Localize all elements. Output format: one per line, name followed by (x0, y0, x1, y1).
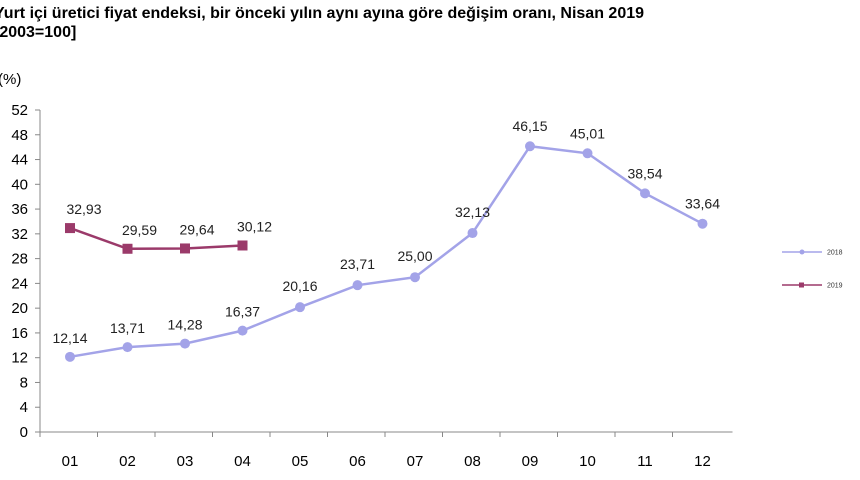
data-label-2018: 32,13 (455, 204, 490, 220)
data-label-2018: 38,54 (627, 165, 662, 181)
y-tick-label: 28 (11, 251, 28, 268)
data-label-2018: 20,16 (282, 278, 317, 294)
data-label-2018: 46,15 (512, 118, 547, 134)
y-tick-label: 40 (11, 176, 28, 193)
legend-marker-2018 (799, 249, 805, 255)
y-tick-label: 8 (20, 374, 28, 391)
x-tick-label: 07 (407, 453, 424, 470)
data-label-2018: 45,01 (570, 125, 605, 141)
data-point-2019 (237, 240, 248, 251)
x-tick-label: 03 (177, 453, 194, 470)
y-tick-label: 32 (11, 226, 28, 243)
x-tick-label: 04 (234, 453, 251, 470)
data-point-2019 (180, 243, 190, 254)
x-tick-label: 02 (119, 453, 136, 470)
y-tick-label: 16 (11, 325, 28, 342)
y-tick-label: 48 (11, 127, 28, 144)
data-point-2018 (180, 338, 190, 349)
data-label-2018: 33,64 (685, 196, 720, 212)
data-label-2019: 32,93 (66, 201, 101, 217)
legend-label-2018: 2018 (827, 250, 843, 257)
data-point-2018 (122, 342, 133, 353)
y-tick-label: 12 (11, 350, 28, 367)
data-label-2018: 13,71 (110, 320, 145, 336)
data-label-2018: 25,00 (397, 248, 432, 264)
x-tick-label: 12 (694, 453, 711, 470)
data-label-2018: 23,71 (340, 256, 375, 272)
y-tick-label: 36 (11, 201, 28, 218)
series-line-2018 (69, 144, 704, 359)
x-tick-label: 08 (464, 453, 481, 470)
data-point-2018 (582, 148, 593, 159)
data-label-2018: 14,28 (167, 317, 202, 333)
series-group: 12,14 13,71 14,28 16,37 20,16 23,71 25,00 32,13… (52, 118, 720, 362)
chart-title-line1: Yurt içi üretici fiyat endeksi, bir önce… (0, 5, 645, 22)
series-line-2019 (69, 226, 243, 251)
y-tick-label: 52 (11, 102, 28, 119)
x-tick-label: 11 (637, 453, 653, 470)
x-tick-label: 01 (62, 453, 79, 470)
data-point-2018 (65, 351, 75, 362)
data-point-2019 (65, 223, 75, 234)
data-point-2018 (525, 141, 535, 152)
y-tick-label: 4 (20, 399, 28, 416)
legend-label-2019: 2019 (827, 283, 843, 290)
x-tick-label: 06 (349, 453, 366, 470)
y-tick-label: 44 (11, 152, 28, 169)
data-label-2018: 12,14 (52, 330, 87, 346)
x-tick-label: 09 (522, 453, 539, 470)
chart-title-line2: (2003=100] (0, 24, 77, 41)
data-label-2018: 16,37 (225, 304, 260, 320)
legend: 2018 2019 (782, 249, 843, 290)
y-tick-label: 20 (11, 300, 28, 317)
data-point-2018 (237, 325, 248, 336)
y-axis-label: (%) (0, 71, 21, 88)
x-tick-label: 05 (292, 453, 309, 470)
data-point-2018 (410, 272, 420, 283)
y-tick-label: 0 (20, 424, 28, 441)
data-point-2018 (640, 188, 650, 199)
chart-title: Yurt içi üretici fiyat endeksi, bir önce… (0, 4, 644, 42)
data-point-2018 (352, 280, 363, 291)
data-label-2019: 29,59 (122, 222, 157, 238)
legend-marker-2019 (799, 282, 804, 288)
data-point-2019 (122, 243, 133, 254)
data-point-2018 (295, 302, 305, 313)
data-point-2018 (697, 218, 708, 229)
x-tick-label: 10 (579, 453, 596, 470)
y-tick-label: 24 (11, 275, 28, 292)
data-label-2019: 29,64 (179, 221, 214, 237)
data-label-2019: 30,12 (237, 218, 272, 234)
data-point-2018 (467, 228, 478, 239)
